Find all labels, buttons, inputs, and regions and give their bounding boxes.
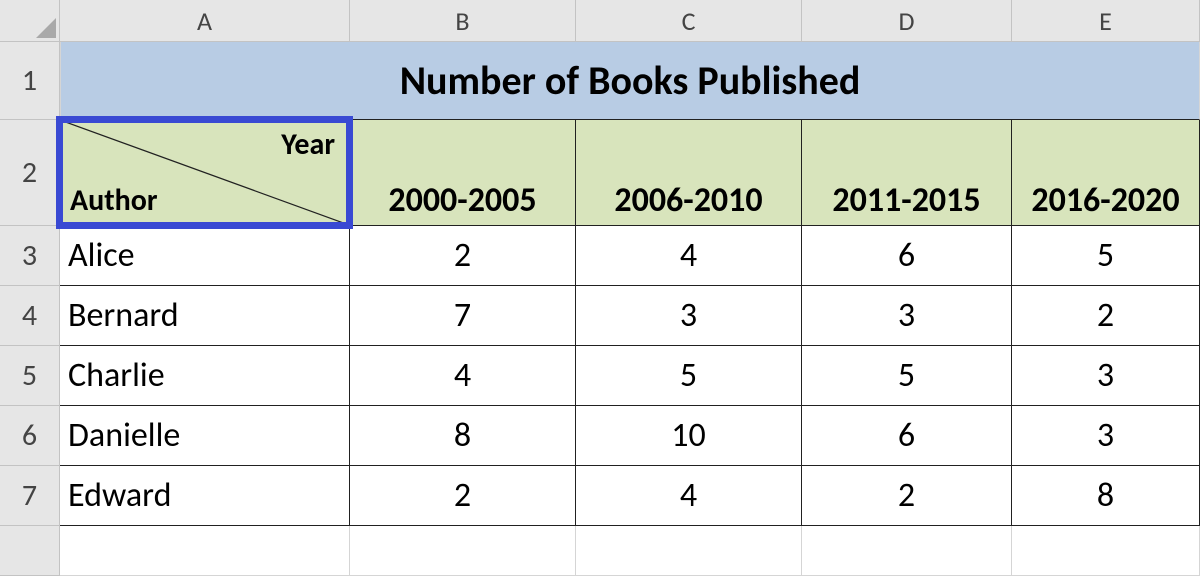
data-cell[interactable]: 10 [576, 406, 802, 466]
empty-cell[interactable] [576, 526, 802, 576]
empty-cell[interactable] [802, 526, 1012, 576]
empty-cell[interactable] [1012, 526, 1200, 576]
title-cell[interactable]: Number of Books Published [60, 42, 1200, 120]
data-cell[interactable]: 3 [1012, 406, 1200, 466]
data-cell[interactable]: 2 [350, 466, 576, 526]
author-cell[interactable]: Danielle [60, 406, 350, 466]
author-cell[interactable]: Charlie [60, 346, 350, 406]
author-cell[interactable]: Edward [60, 466, 350, 526]
data-cell[interactable]: 6 [802, 226, 1012, 286]
data-cell[interactable]: 7 [350, 286, 576, 346]
data-cell[interactable]: 6 [802, 406, 1012, 466]
col-header-a[interactable]: A [60, 0, 350, 42]
data-cell[interactable]: 5 [802, 346, 1012, 406]
col-header-c[interactable]: C [576, 0, 802, 42]
data-cell[interactable]: 3 [802, 286, 1012, 346]
data-cell[interactable]: 2 [1012, 286, 1200, 346]
col-header-b[interactable]: B [350, 0, 576, 42]
data-cell[interactable]: 8 [350, 406, 576, 466]
row-header-3[interactable]: 3 [0, 226, 60, 286]
data-cell[interactable]: 4 [576, 466, 802, 526]
col-header-d[interactable]: D [802, 0, 1012, 42]
row-header-6[interactable]: 6 [0, 406, 60, 466]
author-cell[interactable]: Alice [60, 226, 350, 286]
year-header-0[interactable]: 2000-2005 [350, 120, 576, 226]
year-header-1[interactable]: 2006-2010 [576, 120, 802, 226]
data-cell[interactable]: 5 [1012, 226, 1200, 286]
row-header-1[interactable]: 1 [0, 42, 60, 120]
year-header-3[interactable]: 2016-2020 [1012, 120, 1200, 226]
author-cell[interactable]: Bernard [60, 286, 350, 346]
select-all-corner[interactable] [0, 0, 60, 42]
data-cell[interactable]: 5 [576, 346, 802, 406]
col-header-e[interactable]: E [1012, 0, 1200, 42]
empty-cell[interactable] [60, 526, 350, 576]
row-header-7[interactable]: 7 [0, 466, 60, 526]
col-axis-label: Year [281, 126, 335, 163]
data-cell[interactable]: 2 [350, 226, 576, 286]
year-header-2[interactable]: 2011-2015 [802, 120, 1012, 226]
empty-cell[interactable] [350, 526, 576, 576]
row-axis-label: Author [70, 182, 158, 219]
row-header-4[interactable]: 4 [0, 286, 60, 346]
data-cell[interactable]: 2 [802, 466, 1012, 526]
axis-header-cell[interactable]: Year Author [60, 120, 350, 226]
row-header-8[interactable] [0, 526, 60, 576]
row-header-5[interactable]: 5 [0, 346, 60, 406]
data-cell[interactable]: 8 [1012, 466, 1200, 526]
data-cell[interactable]: 3 [576, 286, 802, 346]
row-header-2[interactable]: 2 [0, 120, 60, 226]
data-cell[interactable]: 3 [1012, 346, 1200, 406]
data-cell[interactable]: 4 [350, 346, 576, 406]
data-cell[interactable]: 4 [576, 226, 802, 286]
